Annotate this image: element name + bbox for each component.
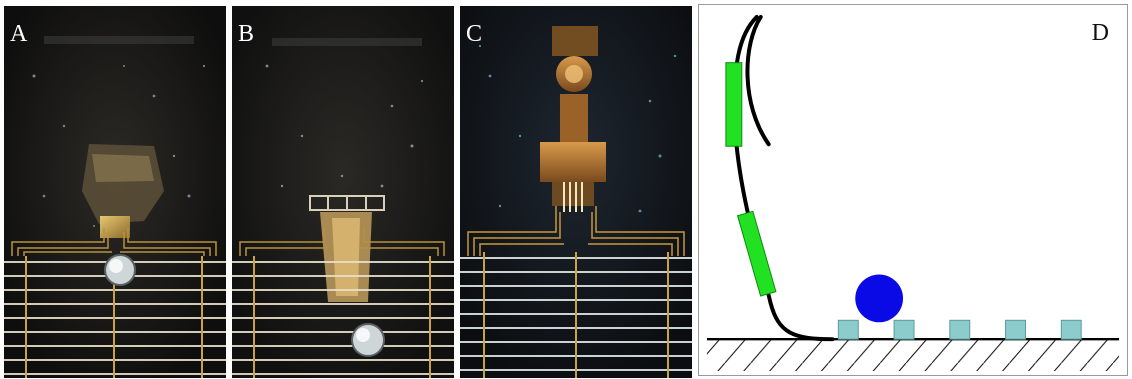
schematic-panel-d: D xyxy=(698,4,1128,376)
micrograph-panel-c: C xyxy=(460,6,692,378)
micrograph-panel-a: A xyxy=(4,6,226,378)
panel-label-c: C xyxy=(466,21,483,47)
electrode-block xyxy=(837,319,859,340)
electrode-block xyxy=(949,319,971,340)
micrograph-panel-b: B xyxy=(232,6,454,378)
panel-label-d: D xyxy=(1091,20,1109,46)
micrograph-b-image xyxy=(232,6,454,378)
schematic-diagram xyxy=(706,14,1120,372)
electrode-block xyxy=(893,319,915,340)
green-segment-lower xyxy=(736,210,777,297)
panel-label-a: A xyxy=(10,21,28,47)
panel-label-b: B xyxy=(238,21,255,47)
substrate-hatch xyxy=(706,339,1120,372)
blue-sphere xyxy=(855,274,904,323)
electrode-block xyxy=(1005,319,1026,340)
hook-curve xyxy=(745,14,771,147)
micrograph-a-image xyxy=(4,6,226,378)
electrode-block xyxy=(1060,319,1082,340)
green-segment-upper xyxy=(725,62,743,147)
micrograph-c-image xyxy=(460,6,692,378)
